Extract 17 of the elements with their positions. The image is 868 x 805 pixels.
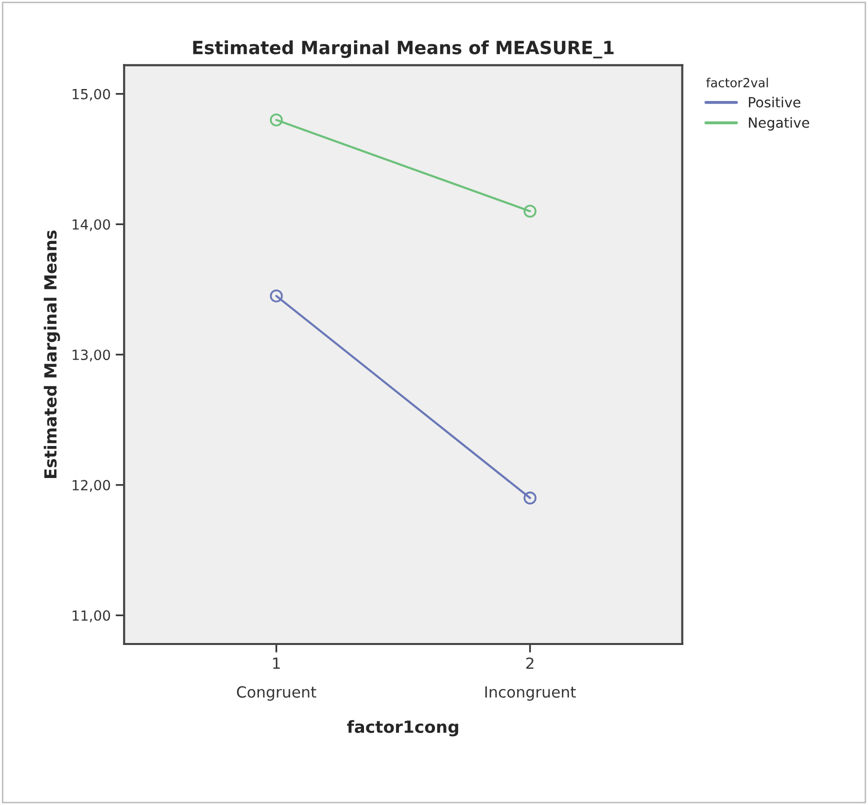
legend-label: Positive xyxy=(748,96,800,108)
y-axis-title: Estimated Marginal Means xyxy=(44,230,60,478)
chart-title: Estimated Marginal Means of MEASURE_1 xyxy=(193,40,614,58)
point xyxy=(270,289,283,302)
legend-title: factor2val xyxy=(706,78,768,88)
x-tick-label: 2 Incongruent xyxy=(485,657,576,701)
point xyxy=(524,492,536,504)
point xyxy=(524,204,536,218)
x-tick-label: 1 Congruent xyxy=(236,658,316,701)
y-tick-label: 12,00 xyxy=(72,480,110,492)
y-tick-label: 13,00 xyxy=(72,350,110,362)
y-tick-label: 11,00 xyxy=(72,610,110,622)
y-tick-label: 14,00 xyxy=(72,219,110,232)
legend-label: Negative xyxy=(748,117,810,131)
x-axis-title: factor1cong xyxy=(347,720,458,736)
point xyxy=(270,113,283,126)
y-tick-label: 15,00 xyxy=(72,88,110,101)
